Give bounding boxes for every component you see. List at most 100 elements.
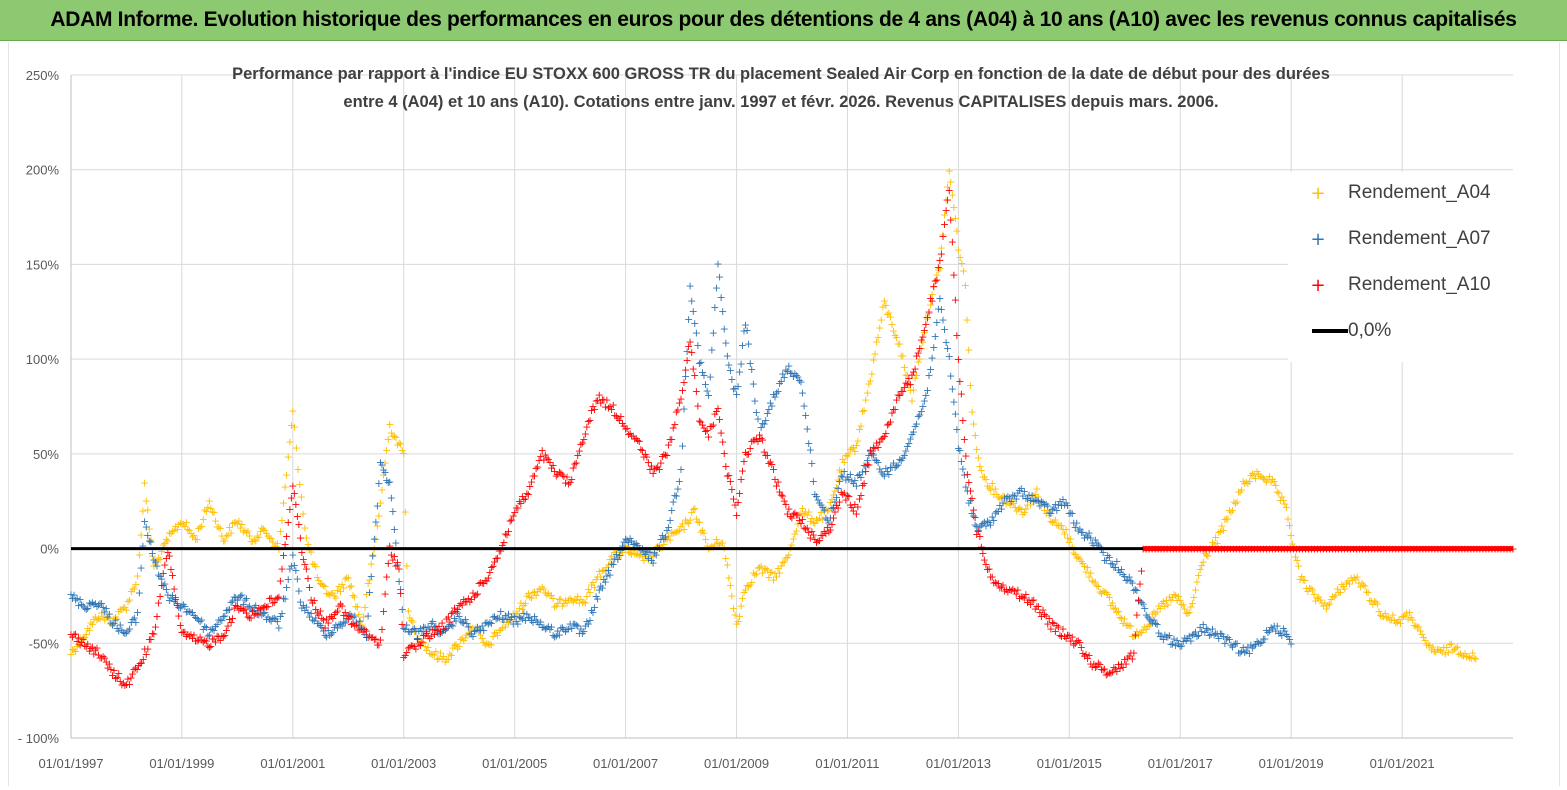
- data-point: +: [673, 525, 682, 538]
- data-point: +: [1156, 630, 1165, 643]
- data-point: +: [859, 459, 868, 472]
- data-point: +: [127, 585, 136, 598]
- data-point: +: [205, 641, 214, 654]
- data-point: +: [1012, 505, 1021, 518]
- data-point: +: [442, 653, 451, 666]
- data-point: +: [1368, 598, 1377, 611]
- data-point: +: [145, 535, 154, 548]
- data-point: +: [609, 553, 618, 566]
- data-point: +: [897, 350, 906, 363]
- data-point: +: [690, 369, 699, 382]
- data-point: +: [410, 640, 419, 653]
- data-point: +: [177, 626, 186, 639]
- data-point: +: [687, 294, 696, 307]
- data-point: +: [1256, 637, 1265, 650]
- data-point: +: [444, 653, 453, 666]
- data-point: +: [295, 478, 304, 491]
- data-point: +: [490, 556, 499, 569]
- data-point: +: [1370, 595, 1379, 608]
- data-point: +: [194, 614, 203, 627]
- data-point: +: [268, 612, 277, 625]
- data-point: +: [293, 510, 302, 523]
- data-point: +: [667, 504, 676, 517]
- data-point: +: [120, 601, 129, 614]
- data-point: +: [436, 625, 445, 638]
- data-point: +: [240, 603, 249, 616]
- data-point: +: [471, 621, 480, 634]
- data-point: +: [1029, 495, 1038, 508]
- data-point: +: [534, 618, 543, 631]
- data-point: +: [1109, 561, 1118, 574]
- data-point: +: [1282, 628, 1291, 641]
- data-point: +: [98, 601, 107, 614]
- data-point: +: [590, 581, 599, 594]
- data-point: +: [1117, 563, 1126, 576]
- data-point: +: [459, 616, 468, 629]
- data-point: +: [678, 440, 687, 453]
- data-point: +: [816, 506, 825, 519]
- data-point: +: [103, 611, 112, 624]
- data-point: +: [622, 540, 631, 553]
- data-point: +: [605, 569, 614, 582]
- data-point: +: [907, 428, 916, 441]
- data-point: +: [524, 587, 533, 600]
- data-point: +: [1061, 497, 1070, 510]
- data-point: +: [917, 342, 926, 355]
- data-point: +: [609, 558, 618, 571]
- data-point: +: [926, 363, 935, 376]
- data-point: +: [284, 573, 293, 586]
- data-point: +: [285, 503, 294, 516]
- data-point: +: [179, 626, 188, 639]
- data-point: +: [1046, 515, 1055, 528]
- data-point: +: [103, 611, 112, 624]
- data-point: +: [684, 517, 693, 530]
- data-point: +: [92, 600, 101, 613]
- data-point: +: [182, 516, 191, 529]
- data-point: +: [590, 601, 599, 614]
- data-point: +: [319, 579, 328, 592]
- data-point: +: [310, 558, 319, 571]
- data-point: +: [1083, 531, 1092, 544]
- data-point: +: [1105, 591, 1114, 604]
- data-point: +: [430, 649, 439, 662]
- data-point: +: [562, 596, 571, 609]
- data-point: +: [433, 653, 442, 666]
- data-point: +: [501, 527, 510, 540]
- data-point: +: [713, 258, 722, 271]
- data-point: +: [1171, 639, 1180, 652]
- data-point: +: [570, 593, 579, 606]
- data-point: +: [197, 520, 206, 533]
- svg-text:+: +: [1310, 229, 1325, 250]
- data-point: +: [783, 365, 792, 378]
- data-point: +: [1430, 645, 1439, 658]
- data-point: +: [298, 508, 307, 521]
- data-point: +: [629, 538, 638, 551]
- data-point: +: [713, 537, 722, 550]
- data-point: +: [917, 405, 926, 418]
- data-point: +: [387, 549, 396, 562]
- data-point: +: [1419, 631, 1428, 644]
- data-point: +: [149, 554, 158, 567]
- data-point: +: [183, 628, 192, 641]
- data-point: +: [767, 400, 776, 413]
- data-point: +: [462, 629, 471, 642]
- data-point: +: [567, 622, 576, 635]
- data-point: +: [793, 371, 802, 384]
- data-point: +: [270, 540, 279, 553]
- data-point: +: [1000, 492, 1009, 505]
- x-tick-label: 01/01/2007: [593, 756, 658, 771]
- data-point: +: [256, 602, 265, 615]
- data-point: +: [487, 617, 496, 630]
- data-point: +: [200, 620, 209, 633]
- data-point: +: [784, 549, 793, 562]
- data-point: +: [1026, 494, 1035, 507]
- data-point: +: [954, 243, 963, 256]
- data-point: +: [981, 520, 990, 533]
- data-point: +: [624, 536, 633, 549]
- data-point: +: [772, 386, 781, 399]
- data-point: +: [356, 615, 365, 628]
- data-point: +: [632, 537, 641, 550]
- data-point: +: [100, 614, 109, 627]
- data-point: +: [1453, 641, 1462, 654]
- data-point: +: [1342, 576, 1351, 589]
